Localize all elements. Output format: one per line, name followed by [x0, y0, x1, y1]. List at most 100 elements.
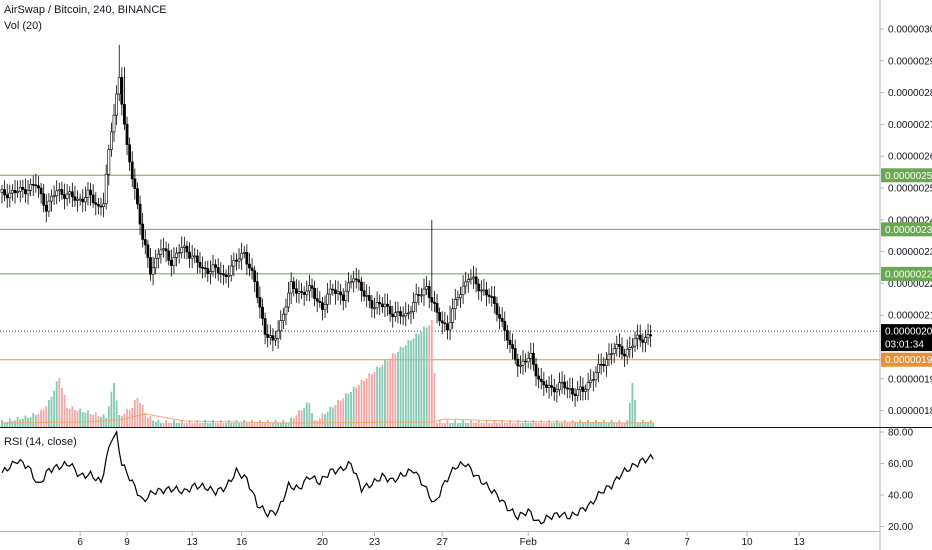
volume-bar	[154, 421, 157, 428]
volume-bar	[384, 360, 386, 428]
candle-body	[459, 294, 462, 298]
level-price-label-2-bg	[881, 266, 932, 281]
volume-bar	[235, 420, 238, 428]
candle-body	[5, 194, 9, 199]
candle-body	[513, 348, 517, 360]
volume-bar	[329, 406, 332, 428]
volume-bar	[107, 406, 110, 428]
candle-body	[529, 352, 533, 359]
candle-body	[182, 245, 186, 248]
volume-bar	[472, 423, 475, 428]
candle-body	[578, 386, 582, 390]
candle-body	[638, 334, 642, 341]
volume-bar	[402, 347, 405, 428]
volume-bar	[639, 423, 642, 428]
candle-body	[229, 265, 233, 276]
time-tick-label: 4	[624, 537, 630, 548]
volume-bar	[14, 420, 16, 428]
candle-body	[602, 363, 606, 366]
volume-bar	[120, 416, 123, 428]
candle-body	[547, 385, 551, 388]
price-tick-label: 0.00000210	[888, 311, 932, 322]
candle-body	[130, 161, 134, 180]
candle-body	[565, 387, 569, 390]
volume-bar	[540, 420, 543, 428]
volume-bar	[587, 420, 590, 428]
price-tick-label: 0.00000280	[888, 88, 932, 99]
volume-bar	[248, 423, 251, 428]
volume-bar	[394, 354, 397, 428]
candle-body	[623, 353, 626, 357]
volume-bar	[524, 420, 527, 428]
candle-body	[203, 267, 207, 270]
candle-body	[357, 279, 361, 283]
candle-body	[440, 320, 444, 324]
volume-bar	[136, 398, 139, 428]
candle-body	[430, 297, 434, 303]
volume-bar	[464, 423, 467, 428]
candle-body	[344, 290, 348, 301]
candle-body	[242, 252, 246, 254]
volume-bar	[68, 408, 71, 428]
candle-body	[180, 247, 184, 254]
volume-bar	[412, 338, 415, 428]
candle-body	[50, 195, 53, 202]
volume-bar	[425, 327, 428, 428]
volume-bar	[589, 423, 592, 428]
volume-bar	[326, 411, 329, 428]
volume-bar	[352, 386, 355, 428]
candle-body	[3, 189, 7, 196]
candle-body	[472, 276, 475, 279]
volume-bar	[571, 420, 574, 428]
volume-bar	[363, 380, 365, 428]
volume-bar	[386, 360, 389, 428]
candle-body	[339, 291, 343, 296]
volume-bar	[87, 410, 89, 428]
volume-bar	[11, 421, 14, 428]
candle-body	[498, 314, 501, 319]
volume-bar	[522, 423, 524, 428]
candle-body	[370, 300, 374, 309]
volume-bar	[81, 412, 84, 428]
candle-body	[47, 200, 51, 212]
volume-bar	[371, 374, 373, 428]
volume-bar	[58, 378, 61, 428]
volume-bar	[305, 402, 308, 428]
level-price-label-1-bg	[881, 222, 932, 237]
candle-body	[362, 290, 366, 297]
volume-bar	[378, 367, 381, 428]
candle-body	[206, 268, 210, 274]
volume-pane	[1, 320, 655, 428]
candle-body	[383, 303, 387, 308]
horizontal-levels	[0, 174, 880, 361]
candle-body	[584, 389, 587, 392]
time-tick-label: 9	[124, 537, 130, 548]
volume-bar	[514, 423, 517, 428]
candle-body	[115, 93, 119, 116]
volume-bar	[417, 334, 420, 428]
volume-bar	[441, 423, 444, 428]
candle-body	[190, 255, 194, 259]
candle-body	[245, 252, 249, 265]
candle-body	[633, 338, 637, 347]
candle-body	[292, 281, 296, 290]
rsi-tick-label: 60.00	[888, 459, 913, 470]
candle-body	[378, 302, 382, 305]
candle-body	[297, 291, 301, 294]
candle-body	[597, 363, 600, 373]
volume-bar	[222, 423, 225, 428]
candle-body	[511, 344, 514, 349]
candle-body	[214, 264, 218, 268]
candle-body	[503, 321, 507, 331]
volume-bar	[537, 423, 540, 428]
candle-body	[151, 267, 155, 275]
candle-body	[474, 276, 478, 285]
volume-ma-line	[2, 413, 654, 424]
volume-bar	[498, 423, 501, 428]
candle-body	[263, 318, 267, 335]
candle-body	[261, 306, 264, 319]
candle-body	[401, 315, 405, 318]
